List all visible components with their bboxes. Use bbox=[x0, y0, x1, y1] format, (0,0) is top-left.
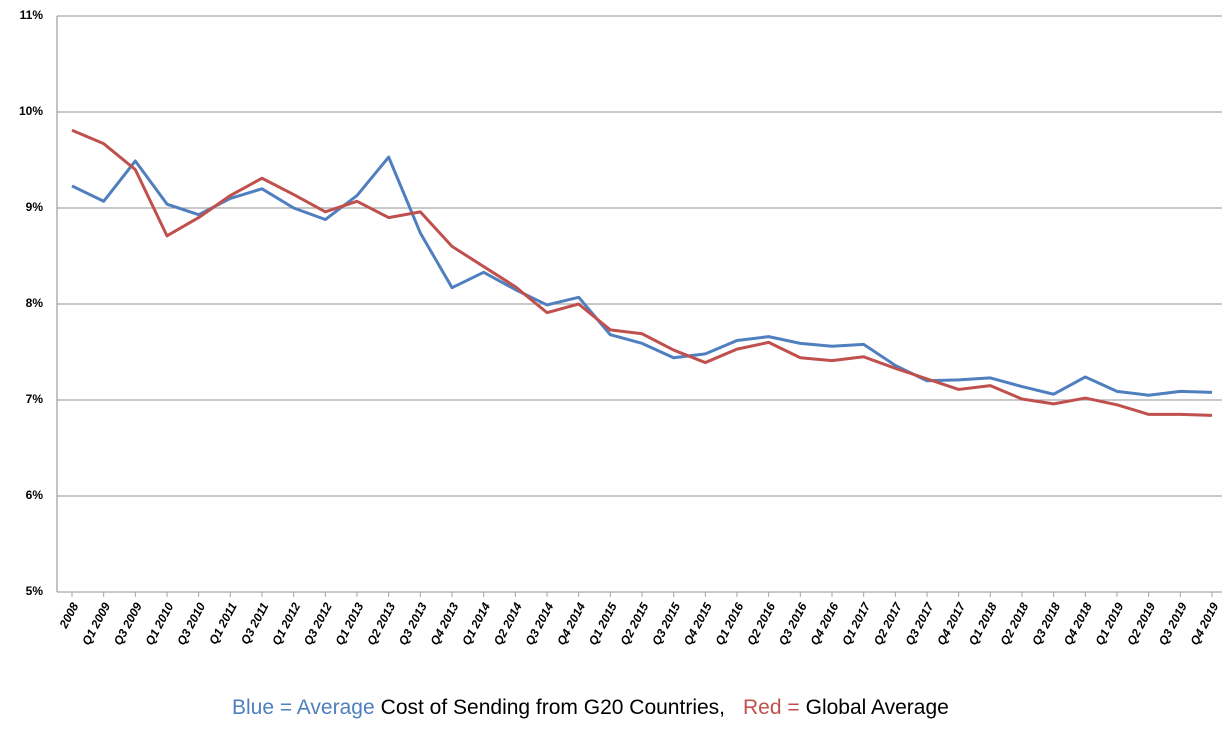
x-tick-label: Q4 2015 bbox=[681, 600, 715, 648]
x-tick-label: Q3 2013 bbox=[396, 600, 430, 648]
x-tick-label: Q3 2014 bbox=[522, 600, 556, 648]
x-tick-label: Q3 2018 bbox=[1029, 600, 1063, 648]
x-tick-label: Q1 2015 bbox=[586, 600, 620, 648]
x-tick-label: Q1 2012 bbox=[269, 600, 303, 648]
caption: Blue = Average Cost of Sending from G20 C… bbox=[232, 696, 949, 719]
caption-part: Cost of Sending from G20 Countries, bbox=[381, 696, 725, 719]
x-tick-label: Q1 2010 bbox=[142, 600, 176, 648]
x-tick-label: Q1 2011 bbox=[206, 600, 240, 647]
x-tick-label: Q4 2014 bbox=[554, 600, 588, 648]
y-tick-label: 10% bbox=[19, 104, 43, 118]
y-tick-label: 8% bbox=[26, 296, 44, 310]
y-tick-label: 5% bbox=[26, 584, 44, 598]
x-tick-label: Q3 2019 bbox=[1156, 600, 1190, 648]
x-tick-label: Q3 2012 bbox=[301, 600, 335, 648]
x-tick-label: Q1 2009 bbox=[79, 600, 113, 648]
x-tick-label: Q3 2010 bbox=[174, 600, 208, 648]
x-tick-label: Q2 2019 bbox=[1124, 600, 1158, 648]
x-tick-label: Q2 2013 bbox=[364, 600, 398, 648]
x-tick-label: Q2 2015 bbox=[617, 600, 651, 648]
y-tick-label: 9% bbox=[26, 200, 44, 214]
x-tick-label: Q1 2013 bbox=[332, 600, 366, 648]
y-tick-label: 11% bbox=[20, 8, 44, 22]
x-tick-label: Q1 2019 bbox=[1092, 600, 1126, 648]
y-tick-label: 7% bbox=[26, 392, 44, 406]
x-tick-label: Q1 2014 bbox=[459, 600, 493, 648]
x-tick-label: Q2 2016 bbox=[744, 600, 778, 648]
x-tick-label: 2008 bbox=[56, 600, 82, 631]
x-tick-label: Q3 2011 bbox=[238, 600, 272, 647]
x-tick-label: Q4 2017 bbox=[934, 599, 969, 647]
y-tick-label: 6% bbox=[26, 488, 44, 502]
x-tick-label: Q3 2015 bbox=[649, 600, 683, 648]
x-tick-label: Q3 2009 bbox=[111, 600, 145, 648]
x-tick-label: Q2 2017 bbox=[871, 599, 906, 647]
x-tick-label: Q4 2016 bbox=[807, 600, 841, 648]
caption-part: Global Average bbox=[806, 696, 949, 719]
x-tick-label: Q1 2017 bbox=[839, 599, 874, 647]
x-tick-label: Q2 2014 bbox=[491, 600, 525, 648]
x-tick-label: Q4 2013 bbox=[427, 600, 461, 648]
caption-part: Blue = Average bbox=[232, 696, 375, 719]
x-tick-label: Q4 2019 bbox=[1187, 600, 1221, 648]
x-tick-label: Q3 2017 bbox=[902, 599, 937, 647]
x-tick-label: Q2 2018 bbox=[997, 600, 1031, 648]
x-tick-label: Q3 2016 bbox=[776, 600, 810, 648]
x-tick-label: Q1 2018 bbox=[966, 600, 1000, 648]
x-tick-label: Q1 2016 bbox=[712, 600, 746, 648]
caption-part: Red = bbox=[743, 696, 800, 719]
series-line bbox=[71, 155, 1213, 397]
x-tick-label: Q4 2018 bbox=[1061, 600, 1095, 648]
series-line bbox=[71, 128, 1213, 417]
